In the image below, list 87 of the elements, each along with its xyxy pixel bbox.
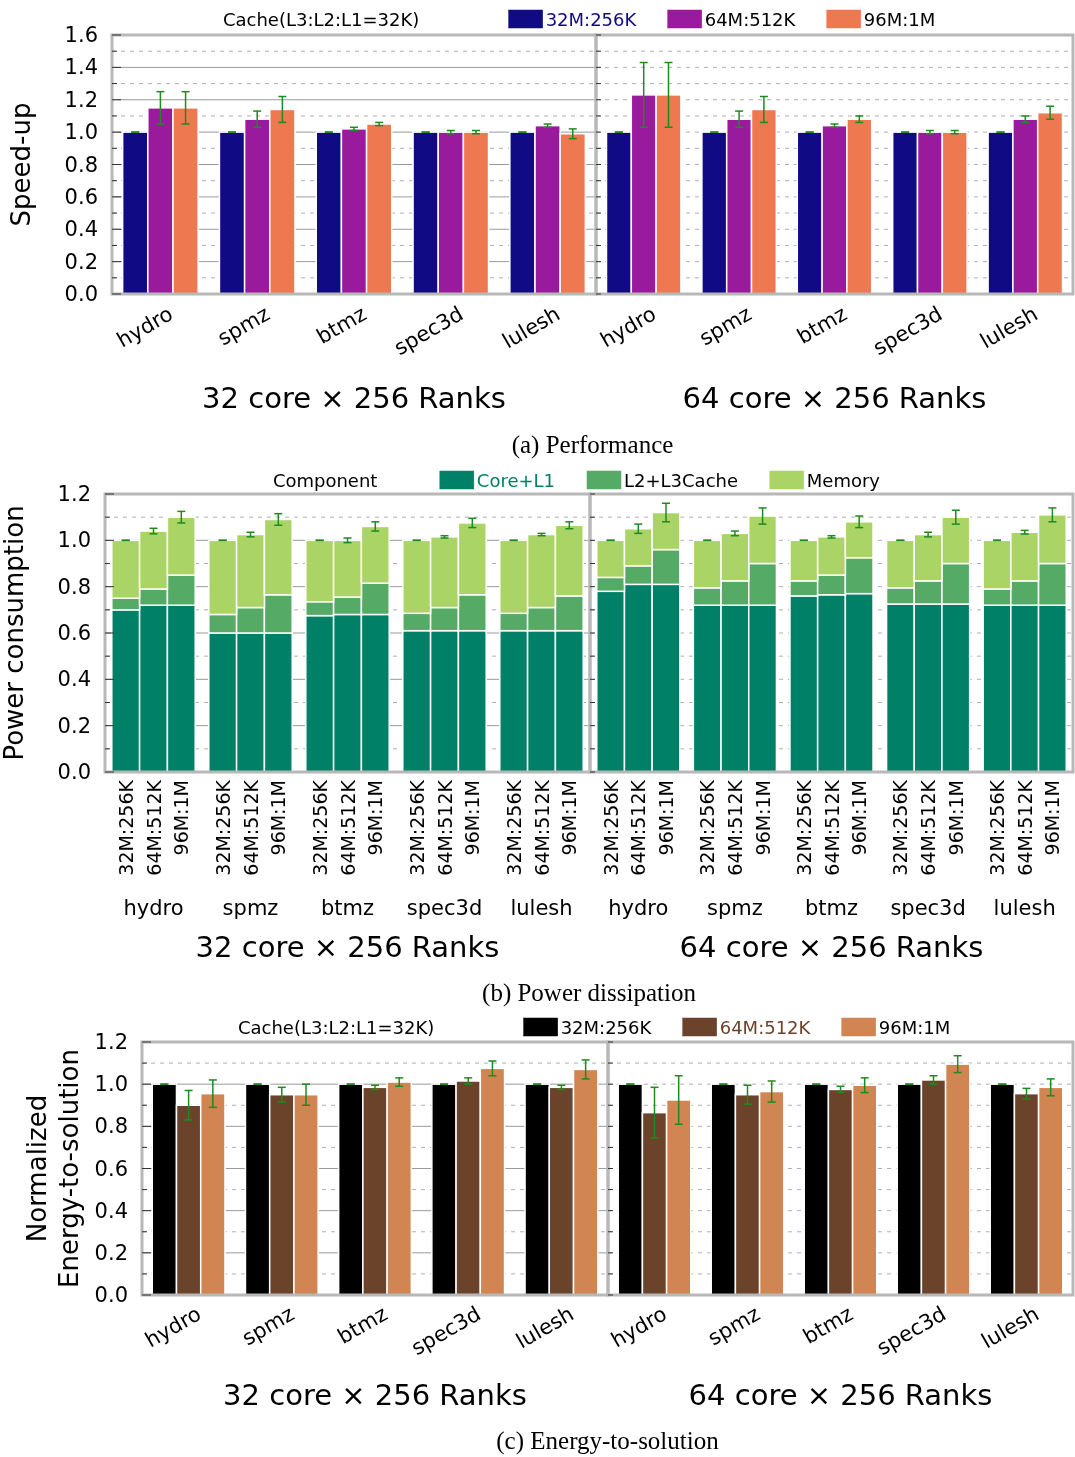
x-axis-title: 32 core × 256 Ranks	[223, 1378, 527, 1412]
y-tick-label: 1.2	[57, 482, 91, 506]
y-tick-label: 1.0	[94, 1072, 128, 1097]
x-tick-label: 96M:1M	[1041, 780, 1064, 856]
text: hydro	[123, 896, 184, 920]
y-tick-label: 1.0	[64, 120, 98, 145]
text: btmz	[804, 896, 859, 920]
x-tick-label: 64M:512K	[142, 779, 165, 876]
x-tick-label: 32M:256K	[211, 779, 234, 876]
x-tick-label: 96M:1M	[170, 780, 193, 856]
y-tick-label: 0.6	[64, 184, 98, 209]
y-tick-label: 1.2	[64, 87, 98, 112]
x-tick-label: 32M:256K	[405, 779, 428, 876]
legend-title: Cache(L3:L2:L1=32K)	[237, 1016, 435, 1038]
legend-label: 64M:512K	[719, 1016, 812, 1038]
x-tick-label: 64M:512K	[917, 779, 940, 876]
x-axis-title: 64 core × 256 Ranks	[679, 930, 984, 964]
x-tick-label: 32M:256K	[599, 779, 622, 876]
text: spec3d	[890, 896, 966, 920]
text: spmz	[707, 896, 763, 920]
y-tick-label: 0.0	[57, 760, 91, 784]
legend-label: 32M:256K	[545, 8, 638, 30]
legend-title: Component	[272, 469, 378, 491]
legend-label: 96M:1M	[878, 1016, 951, 1038]
x-tick-label: 64M:512K	[336, 779, 359, 876]
x-tick-label: 64M:512K	[820, 779, 843, 876]
x-axis-title: 64 core × 256 Ranks	[688, 1378, 993, 1412]
x-tick-label: 96M:1M	[461, 780, 484, 856]
y-tick-label: 1.0	[57, 528, 91, 553]
x-tick-label: 96M:1M	[751, 780, 774, 856]
x-tick-label: 96M:1M	[267, 780, 290, 856]
y-tick-label: 0.0	[94, 1283, 128, 1307]
x-tick-label: 64M:512K	[1013, 779, 1036, 876]
y-tick-label: 1.4	[64, 55, 98, 80]
text: lulesh	[510, 896, 573, 920]
legend-label: L2+L3Cache	[624, 469, 739, 491]
y-axis-title: Power consumption	[0, 505, 29, 761]
y-tick-label: 0.8	[64, 152, 98, 177]
x-axis-title: 32 core × 256 Ranks	[202, 381, 506, 415]
y-tick-label: 0.8	[57, 574, 91, 599]
x-tick-label: 96M:1M	[944, 780, 967, 856]
x-tick-label: 32M:256K	[889, 779, 912, 876]
x-tick-label: 96M:1M	[558, 780, 581, 856]
text: Core+L1	[476, 469, 556, 491]
legend-label: Memory	[806, 469, 881, 491]
x-tick-label: 32M:256K	[114, 779, 137, 876]
y-tick-label: 0.8	[94, 1114, 128, 1139]
legend-label: 64M:512K	[704, 8, 797, 30]
text: (b) Power dissipation	[482, 979, 697, 1007]
y-tick-label: 0.2	[94, 1240, 128, 1265]
x-tick-label: 32M:256K	[792, 779, 815, 876]
x-tick-label: 96M:1M	[848, 780, 871, 856]
text: spec3d	[406, 896, 483, 920]
text: lulesh	[993, 896, 1056, 920]
x-tick-label: 64M:512K	[530, 779, 553, 876]
y-tick-label: 1.2	[94, 1030, 128, 1054]
y-tick-label: 0.2	[57, 713, 91, 738]
y-axis-title: Speed-up	[6, 102, 36, 227]
legend-label: 32M:256K	[560, 1016, 653, 1038]
x-tick-label: 96M:1M	[364, 780, 387, 856]
x-tick-label: 64M:512K	[239, 779, 262, 876]
x-tick-label: 64M:512K	[627, 779, 650, 876]
x-tick-label: 32M:256K	[502, 779, 525, 876]
y-tick-label: 0.6	[94, 1156, 128, 1181]
y-tick-label: 0.2	[64, 249, 98, 274]
y-tick-label: 0.4	[94, 1198, 128, 1223]
legend-title: Cache(L3:L2:L1=32K)	[222, 8, 420, 30]
text: spmz	[222, 896, 279, 920]
text: (a) Performance	[511, 431, 674, 459]
y-tick-label: 0.6	[57, 621, 91, 645]
x-tick-label: 96M:1M	[654, 780, 677, 856]
x-tick-label: 32M:256K	[986, 779, 1009, 876]
text: btmz	[320, 896, 375, 920]
y-tick-label: 0.4	[64, 217, 98, 242]
y-tick-label: 0.0	[64, 282, 98, 306]
x-tick-label: 32M:256K	[696, 779, 719, 876]
x-axis-title: 32 core × 256 Ranks	[195, 930, 500, 964]
x-axis-title: 64 core × 256 Ranks	[682, 381, 987, 415]
x-tick-label: 64M:512K	[433, 779, 456, 876]
y-tick-label: 1.6	[64, 23, 98, 47]
text: hydro	[608, 896, 669, 920]
legend-label: 96M:1M	[863, 8, 936, 30]
x-tick-label: 32M:256K	[308, 779, 331, 876]
x-tick-label: 64M:512K	[723, 779, 746, 876]
text: (c) Energy-to-solution	[496, 1427, 720, 1455]
y-axis-title: Normalized Energy-to-solution	[22, 1049, 84, 1288]
y-tick-label: 0.4	[57, 667, 91, 692]
